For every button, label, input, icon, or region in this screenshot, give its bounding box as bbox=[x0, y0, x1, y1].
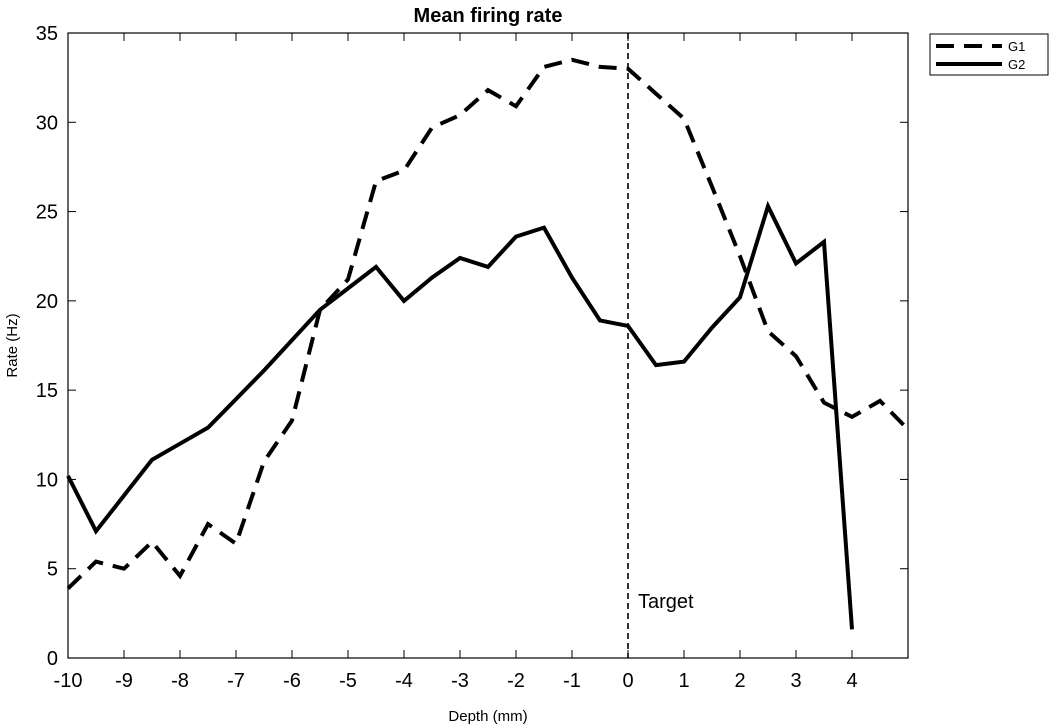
annotations: Target bbox=[627, 33, 694, 658]
y-tick-label: 30 bbox=[36, 112, 58, 134]
legend-label-g2: G2 bbox=[1008, 57, 1025, 72]
target-label: Target bbox=[638, 591, 694, 613]
y-tick-label: 15 bbox=[36, 380, 58, 402]
y-tick-label: 35 bbox=[36, 23, 58, 45]
x-tick-label: -9 bbox=[115, 670, 133, 692]
x-tick-label: -3 bbox=[451, 670, 469, 692]
x-tick-label: 2 bbox=[734, 670, 745, 692]
y-tick-label: 25 bbox=[36, 202, 58, 224]
plot-frame bbox=[67, 32, 909, 659]
x-tick-label: -6 bbox=[283, 670, 301, 692]
legend-label-g1: G1 bbox=[1008, 39, 1025, 54]
x-tick-label: -4 bbox=[395, 670, 413, 692]
y-axis-label: Rate (Hz) bbox=[4, 313, 21, 377]
x-tick-label: -10 bbox=[54, 670, 83, 692]
x-tick-label: -5 bbox=[339, 670, 357, 692]
chart-title: Mean firing rate bbox=[414, 5, 563, 27]
series-line-g2 bbox=[66, 200, 854, 630]
y-tick-label: 10 bbox=[36, 469, 58, 491]
x-tick-label: 1 bbox=[678, 670, 689, 692]
y-tick-label: 0 bbox=[47, 648, 58, 670]
x-tick-label: -1 bbox=[563, 670, 581, 692]
x-tick-label: 0 bbox=[622, 670, 633, 692]
legend-box bbox=[929, 33, 1049, 76]
series-line-g1 bbox=[66, 57, 910, 590]
x-tick-label: 4 bbox=[846, 670, 857, 692]
y-tick-label: 20 bbox=[36, 291, 58, 313]
x-tick-label: -7 bbox=[227, 670, 245, 692]
x-tick-label: 3 bbox=[790, 670, 801, 692]
x-axis-label: Depth (mm) bbox=[448, 708, 527, 725]
x-tick-label: -8 bbox=[171, 670, 189, 692]
x-tick-label: -2 bbox=[507, 670, 525, 692]
y-tick-label: 5 bbox=[47, 559, 58, 581]
series-lines bbox=[66, 57, 910, 630]
